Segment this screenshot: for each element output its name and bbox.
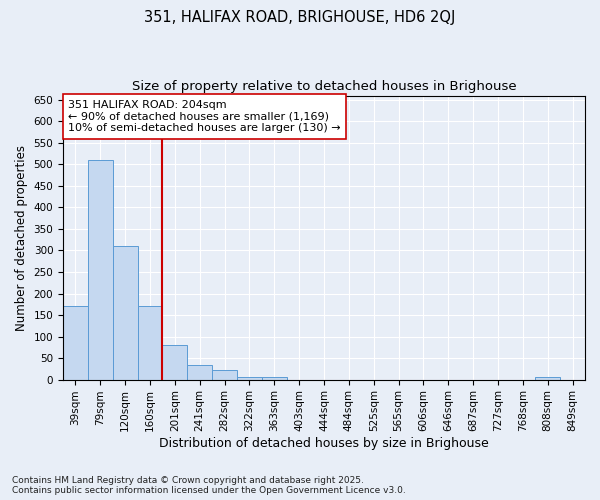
Bar xyxy=(137,306,163,380)
X-axis label: Distribution of detached houses by size in Brighouse: Distribution of detached houses by size … xyxy=(159,437,489,450)
Text: Contains HM Land Registry data © Crown copyright and database right 2025.
Contai: Contains HM Land Registry data © Crown c… xyxy=(12,476,406,495)
Bar xyxy=(163,345,187,380)
Text: 351, HALIFAX ROAD, BRIGHOUSE, HD6 2QJ: 351, HALIFAX ROAD, BRIGHOUSE, HD6 2QJ xyxy=(145,10,455,25)
Bar xyxy=(535,378,560,380)
Y-axis label: Number of detached properties: Number of detached properties xyxy=(15,144,28,330)
Bar xyxy=(63,306,88,380)
Bar xyxy=(88,160,113,380)
Text: 351 HALIFAX ROAD: 204sqm
← 90% of detached houses are smaller (1,169)
10% of sem: 351 HALIFAX ROAD: 204sqm ← 90% of detach… xyxy=(68,100,341,133)
Title: Size of property relative to detached houses in Brighouse: Size of property relative to detached ho… xyxy=(132,80,517,93)
Bar xyxy=(262,378,287,380)
Bar xyxy=(187,366,212,380)
Bar xyxy=(212,370,237,380)
Bar xyxy=(113,246,137,380)
Bar xyxy=(237,378,262,380)
